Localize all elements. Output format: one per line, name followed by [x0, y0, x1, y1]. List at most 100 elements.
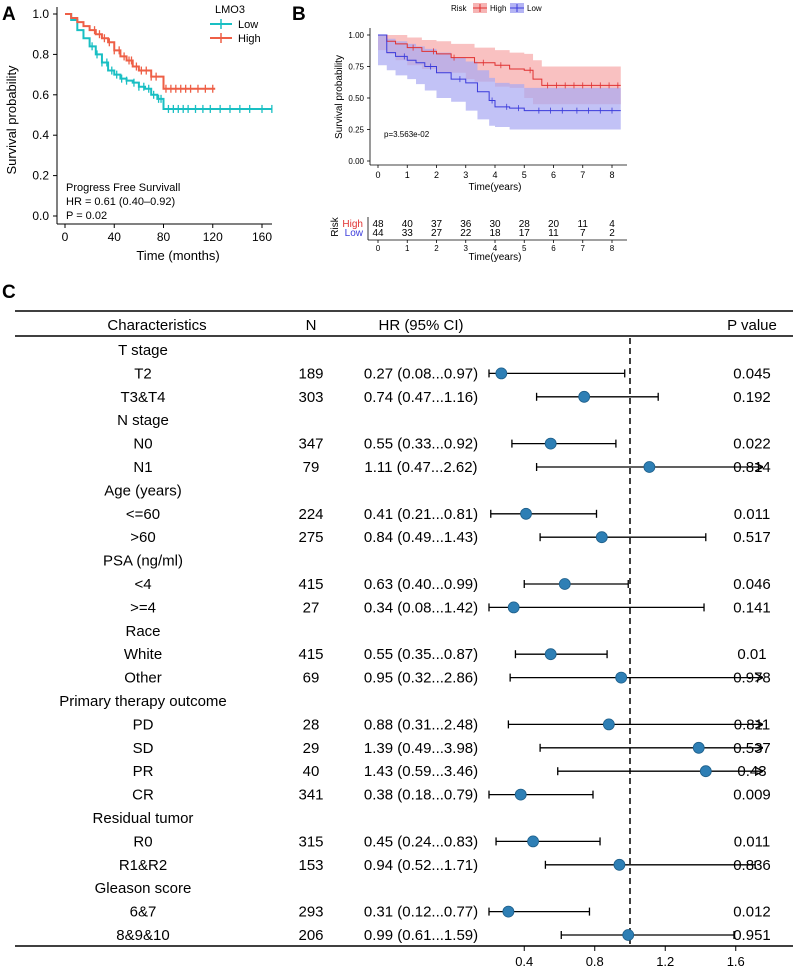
- row-label: >60: [130, 529, 155, 546]
- risk-xtick-label: 2: [434, 244, 439, 253]
- risk-xtick-label: 4: [493, 244, 498, 253]
- b-ytick-label: 0.00: [348, 157, 364, 166]
- a-ytick-label: 0.4: [32, 128, 49, 142]
- row-hr: 0.94 (0.52...1.71): [364, 857, 478, 874]
- row-p-value: 0.022: [733, 436, 771, 453]
- risk-table-xlabel: Time(years): [469, 252, 522, 263]
- row-p-value: 0.011: [734, 833, 770, 850]
- hr-point: [578, 390, 591, 403]
- row-hr: 1.11 (0.47...2.62): [364, 459, 477, 476]
- panel-a-legend-high: High: [238, 33, 261, 45]
- panel-b-label: B: [292, 4, 306, 25]
- row-hr: 0.95 (0.32...2.86): [364, 670, 478, 687]
- row-hr: 1.43 (0.59...3.46): [364, 763, 478, 780]
- risk-table-low-label: Low: [345, 228, 364, 239]
- b-xtick-label: 8: [609, 170, 614, 180]
- risk-high-count: 48: [372, 219, 384, 230]
- b-curve-low: [378, 34, 621, 112]
- panel-b-legend-high: High: [490, 4, 506, 13]
- row-n: 153: [298, 857, 323, 874]
- risk-xtick-label: 6: [551, 244, 556, 253]
- a-ytick-label: 0.0: [32, 209, 49, 223]
- b-xtick-label: 6: [551, 170, 556, 180]
- risk-high-count: 36: [460, 219, 472, 230]
- group-label: Race: [125, 623, 160, 640]
- row-n: 415: [298, 646, 323, 663]
- row-label: R1&R2: [119, 857, 167, 874]
- row-label: R0: [133, 833, 152, 850]
- panel-a-label: A: [2, 4, 16, 25]
- hr-point: [643, 461, 656, 473]
- panel-a-xlabel: Time (months): [136, 248, 219, 263]
- c-xtick-label: 0.4: [515, 954, 533, 969]
- row-label: T3&T4: [120, 389, 165, 406]
- hr-point: [520, 507, 532, 520]
- row-label: CR: [132, 787, 154, 804]
- panel-b-legend: Risk High Low: [451, 3, 542, 13]
- risk-xtick-label: 5: [522, 244, 527, 253]
- panel-a-annotation-1: Progress Free Survivall: [66, 182, 180, 194]
- a-xtick-label: 80: [157, 230, 171, 244]
- a-ytick-label: 1.0: [32, 7, 49, 21]
- group-label: T stage: [118, 342, 168, 359]
- a-xtick-label: 160: [252, 230, 272, 244]
- row-n: 28: [303, 716, 320, 733]
- row-n: 347: [298, 436, 323, 453]
- panel-a-legend: LMO3 Low High: [210, 4, 261, 45]
- row-n: 69: [303, 670, 320, 687]
- b-ytick-label: 0.50: [348, 94, 364, 103]
- row-label: PD: [133, 716, 154, 733]
- risk-low-count: 33: [402, 228, 414, 239]
- panel-c-label: C: [2, 282, 16, 303]
- risk-high-count: 4: [609, 219, 615, 230]
- risk-xtick-label: 8: [610, 244, 615, 253]
- a-curve-low: [65, 13, 272, 110]
- row-label: Other: [124, 670, 162, 687]
- row-n: 27: [303, 599, 320, 616]
- row-p-value: 0.046: [733, 576, 771, 593]
- a-xtick-label: 40: [108, 230, 122, 244]
- row-hr: 0.34 (0.08...1.42): [364, 599, 478, 616]
- risk-high-count: 40: [402, 219, 414, 230]
- risk-table-label: Risk: [330, 216, 341, 236]
- row-label: 8&9&10: [116, 927, 169, 944]
- row-label: >=4: [130, 599, 156, 616]
- panel-a: A 0.0 0.2 0.4 0.6 0.8 1.0 0 40 80 120 160 Time (m…: [2, 4, 273, 263]
- row-label: T2: [134, 365, 152, 382]
- hr-point: [602, 718, 615, 731]
- row-n: 40: [303, 763, 320, 780]
- row-p-value: 0.011: [734, 506, 770, 523]
- hr-point: [502, 905, 515, 918]
- panel-a-ylabel: Survival probability: [4, 65, 19, 175]
- row-p-value: 0.192: [733, 389, 771, 406]
- hr-point: [699, 765, 712, 778]
- panel-b-legend-title: Risk: [451, 4, 468, 13]
- row-label: <4: [134, 576, 151, 593]
- b-xtick-label: 2: [434, 170, 439, 180]
- risk-low-count: 27: [431, 228, 443, 239]
- panel-b-pvalue: p=3.563e-02: [384, 130, 430, 139]
- b-xtick-label: 1: [405, 170, 410, 180]
- hr-point: [527, 835, 539, 848]
- row-hr: 0.45 (0.24...0.83): [364, 833, 478, 850]
- panel-b-risk-table: Risk High Low 48440403313727236223301842…: [330, 216, 627, 263]
- row-hr: 0.99 (0.61...1.59): [364, 927, 478, 944]
- row-label: <=60: [126, 506, 160, 523]
- panel-a-legend-title: LMO3: [215, 4, 245, 16]
- header-n: N: [306, 317, 317, 334]
- b-xtick-label: 0: [375, 170, 380, 180]
- a-xtick-label: 0: [62, 230, 69, 244]
- b-ytick-label: 0.25: [348, 126, 364, 135]
- header-p-value: P value: [727, 317, 777, 334]
- hr-point: [514, 788, 527, 801]
- group-label: Gleason score: [95, 880, 192, 897]
- risk-low-count: 18: [489, 228, 501, 239]
- row-hr: 0.41 (0.21...0.81): [364, 506, 478, 523]
- row-n: 293: [298, 904, 323, 921]
- risk-high-count: 28: [519, 219, 531, 230]
- row-hr: 0.55 (0.33...0.92): [364, 436, 478, 453]
- risk-low-count: 17: [519, 228, 531, 239]
- c-xtick-label: 1.2: [656, 954, 674, 969]
- row-n: 315: [298, 833, 323, 850]
